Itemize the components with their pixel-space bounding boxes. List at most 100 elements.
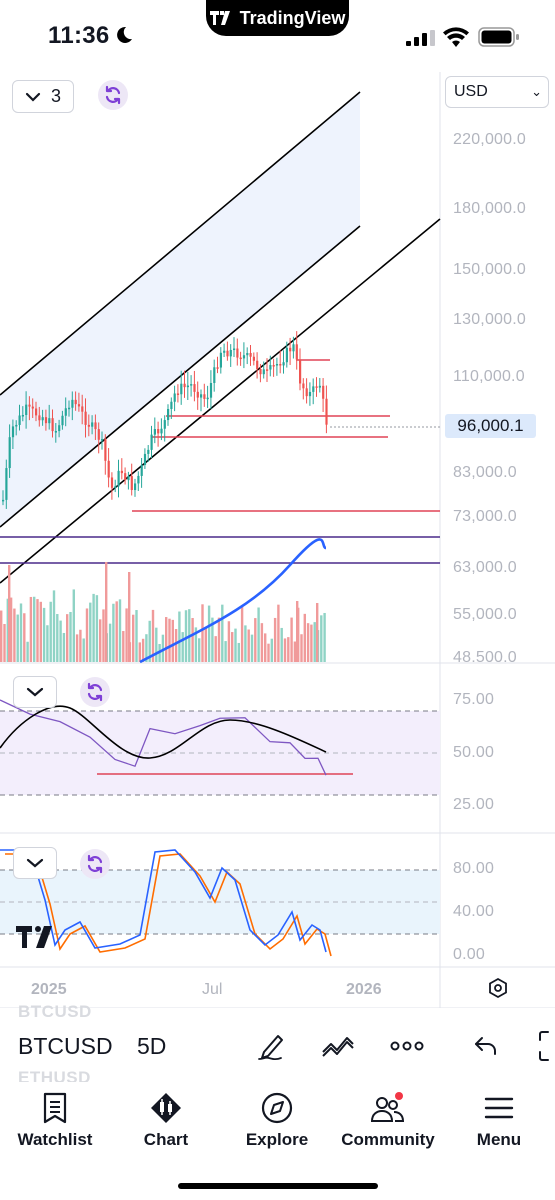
volume-bar [273, 617, 277, 662]
candle-body [272, 365, 275, 367]
volume-bar [174, 629, 178, 662]
dynamic-island: TradingView [206, 0, 349, 36]
candle-body [21, 414, 24, 417]
indicators-icon[interactable] [321, 1034, 355, 1058]
nav-watchlist[interactable]: Watchlist [0, 1092, 110, 1150]
interval-collapse-button[interactable]: 3 [12, 80, 74, 113]
candle-body [203, 394, 206, 399]
rsi-sync-button[interactable] [80, 677, 110, 707]
candle-body [35, 408, 38, 416]
volume-bar [323, 612, 326, 662]
volume-bar [99, 619, 102, 662]
volume-bar [300, 634, 303, 662]
chart-settings-icon[interactable] [487, 977, 509, 1001]
volume-bar [148, 620, 151, 662]
candle-body [130, 476, 133, 491]
nav-chart[interactable]: Chart [111, 1092, 221, 1150]
volume-bar [283, 638, 287, 662]
stoch-d-line [5, 853, 332, 957]
candle-body [318, 385, 321, 388]
home-indicator [178, 1183, 378, 1189]
candle-body [8, 437, 11, 469]
volume-bar [115, 601, 118, 662]
stoch-sync-button[interactable] [80, 849, 110, 879]
candle-body [200, 394, 203, 398]
nav-menu[interactable]: Menu [444, 1092, 554, 1150]
volume-bar [16, 614, 19, 662]
volume-bar [270, 638, 273, 662]
volume-bar [247, 629, 250, 662]
volume-bar [122, 631, 125, 662]
volume-bar [237, 642, 240, 662]
channel-upper-line [0, 91, 361, 396]
volume-bar [39, 601, 42, 662]
chevron-down-icon [26, 687, 44, 697]
candle-body [81, 406, 84, 412]
sync-icon [87, 682, 103, 702]
volume-bar [240, 606, 244, 662]
volume-bar [36, 599, 39, 662]
symbol-list-prev[interactable]: BTCUSD [18, 1002, 92, 1021]
candle-body [163, 420, 166, 429]
candle-body [77, 404, 81, 407]
volume-bar [234, 628, 237, 662]
candle-body [252, 356, 255, 361]
volume-bar [141, 638, 145, 662]
chart-canvas[interactable] [0, 72, 555, 1008]
menu-icon [484, 1097, 514, 1119]
rsi-collapse-button[interactable] [13, 676, 57, 708]
volume-bar [52, 590, 56, 662]
candle-body [299, 359, 302, 384]
time-axis-label: Jul [202, 981, 223, 998]
candle-body [137, 475, 140, 484]
candle-body [206, 397, 209, 400]
volume-bar [85, 608, 89, 662]
cellular-signal-icon [406, 30, 435, 46]
candle-body [104, 439, 107, 461]
price-axis-label: 110,000.0 [453, 368, 525, 385]
sync-button[interactable] [98, 80, 128, 110]
candle-body [279, 364, 282, 366]
volume-bar [42, 607, 46, 662]
wifi-icon [443, 27, 469, 47]
nav-label: Explore [245, 1130, 309, 1149]
price-axis-label: 73,000.0 [453, 508, 517, 525]
community-icon [370, 1092, 405, 1122]
candle-body [262, 369, 265, 375]
nav-label: Community [341, 1130, 435, 1149]
price-axis-label: 83,000.0 [453, 464, 517, 481]
more-icon[interactable] [390, 1040, 424, 1052]
fullscreen-icon[interactable] [538, 1030, 555, 1062]
volume-bar [277, 604, 280, 662]
time-axis-label: 2026 [346, 981, 382, 998]
tradingview-logo-icon [209, 11, 230, 25]
candle-body [266, 369, 269, 371]
indicator-count: 3 [51, 86, 62, 106]
candle-body [101, 439, 104, 441]
volume-bar [316, 603, 319, 662]
volume-bar [49, 601, 52, 662]
currency-select[interactable]: USD ⌄ [445, 76, 549, 108]
candle-body [183, 383, 186, 388]
timeframe-button[interactable]: 5D [137, 1033, 167, 1059]
stoch-collapse-button[interactable] [13, 847, 57, 879]
volume-bar [161, 634, 165, 662]
volume-bar [89, 602, 92, 662]
undo-icon[interactable] [474, 1036, 498, 1056]
candle-body [308, 391, 312, 397]
candle-body [312, 386, 315, 392]
volume-bar [211, 617, 214, 662]
candle-body [41, 417, 44, 421]
nav-explore[interactable]: Explore [222, 1092, 332, 1150]
volume-bar [112, 603, 115, 662]
symbol-button[interactable]: BTCUSD [18, 1033, 117, 1060]
draw-pen-icon[interactable] [256, 1030, 288, 1062]
candle-body [25, 404, 28, 415]
volume-bar [92, 593, 95, 662]
nav-community[interactable]: Community [333, 1092, 443, 1150]
candle-body [28, 404, 31, 407]
candle-body [236, 348, 239, 358]
volume-bar [198, 638, 201, 662]
candle-body [216, 367, 219, 369]
